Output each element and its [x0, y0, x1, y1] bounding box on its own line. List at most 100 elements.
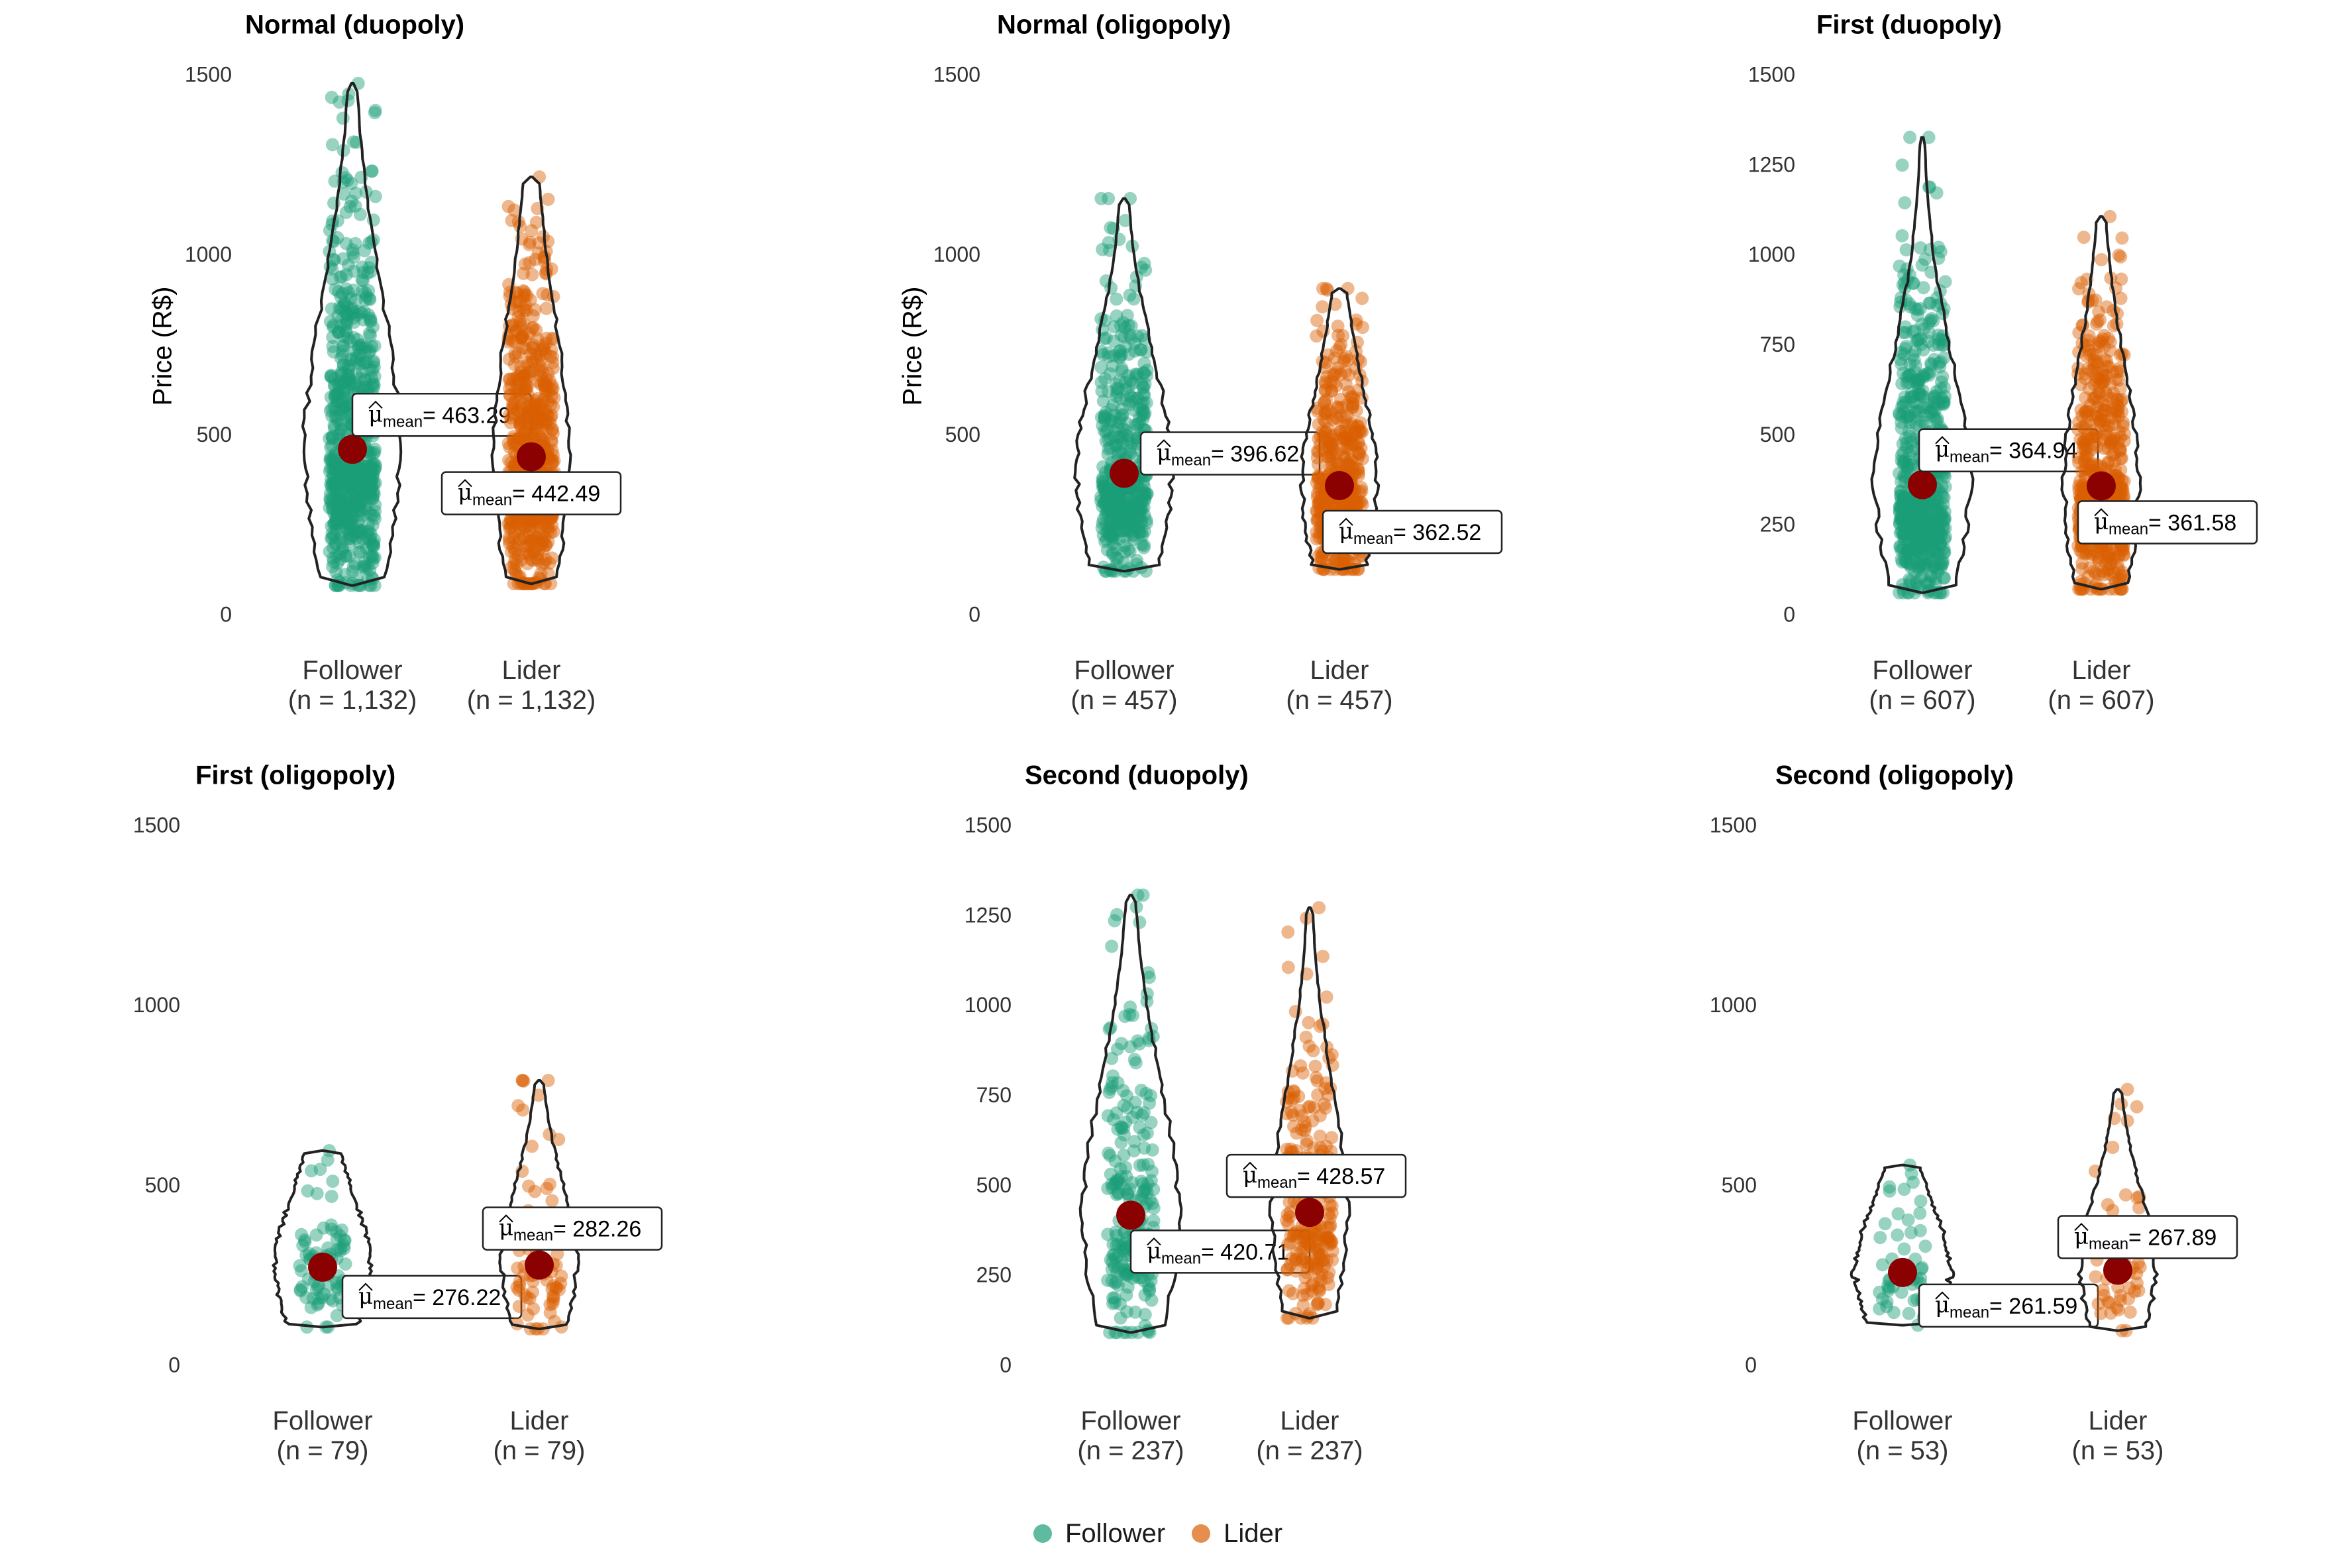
- data-point: [512, 404, 526, 418]
- data-point: [342, 469, 356, 483]
- data-point: [366, 376, 380, 390]
- data-point: [501, 199, 515, 213]
- panel-title: First (oligopoly): [195, 761, 395, 790]
- data-points: [501, 170, 561, 591]
- data-point: [1117, 555, 1131, 569]
- data-point: [1099, 425, 1113, 439]
- data-point: [345, 503, 359, 517]
- data-point: [541, 535, 555, 549]
- data-point: [1116, 421, 1130, 435]
- mean-point: [2087, 471, 2116, 501]
- data-point: [323, 464, 337, 478]
- data-point: [515, 383, 529, 397]
- data-point: [1119, 1161, 1133, 1175]
- data-point: [338, 297, 352, 311]
- data-point: [342, 517, 356, 531]
- data-point: [1131, 513, 1145, 527]
- mean-label-box: [441, 471, 622, 515]
- data-point: [1138, 489, 1151, 503]
- data-point: [521, 404, 535, 418]
- data-point: [1308, 1059, 1322, 1073]
- data-point: [541, 422, 554, 436]
- data-point: [511, 432, 525, 445]
- data-point: [1131, 501, 1145, 515]
- data-point: [1140, 487, 1154, 501]
- data-point: [330, 409, 344, 423]
- data-point: [353, 476, 367, 490]
- data-point: [1123, 397, 1136, 411]
- data-point: [347, 473, 361, 487]
- data-point: [518, 432, 532, 446]
- data-point: [328, 481, 342, 495]
- data-point: [526, 364, 540, 378]
- data-point: [1098, 482, 1111, 496]
- data-point: [514, 331, 528, 344]
- data-point: [352, 461, 366, 475]
- data-point: [336, 111, 350, 125]
- data-point: [333, 552, 347, 566]
- y-tick-label: 750: [976, 1083, 1012, 1107]
- data-point: [539, 514, 553, 528]
- data-point: [299, 1290, 313, 1304]
- data-point: [1103, 431, 1117, 445]
- data-point: [539, 382, 552, 395]
- data-point: [1318, 395, 1331, 409]
- mean-value: = 267.89: [2128, 1225, 2217, 1250]
- data-point: [1094, 360, 1108, 374]
- data-point: [1302, 1016, 1316, 1029]
- data-point: [1283, 1258, 1297, 1272]
- data-point: [358, 373, 372, 387]
- data-point: [326, 460, 340, 474]
- data-point: [547, 361, 560, 375]
- data-point: [543, 374, 556, 388]
- data-point: [1891, 1228, 1904, 1242]
- x-n-label: (n = 607): [1869, 686, 1975, 715]
- hat-icon: [368, 400, 383, 409]
- data-point: [352, 347, 366, 361]
- data-point: [357, 470, 371, 484]
- data-point: [502, 372, 516, 386]
- data-point: [1107, 334, 1121, 348]
- data-point: [1125, 504, 1139, 518]
- data-point: [367, 533, 381, 547]
- data-point: [334, 527, 348, 541]
- data-point: [340, 503, 354, 517]
- data-point: [502, 537, 516, 550]
- y-tick-label: 250: [976, 1263, 1012, 1287]
- data-point: [524, 552, 538, 566]
- data-point: [349, 490, 362, 503]
- data-point: [1112, 344, 1126, 358]
- data-point: [1107, 320, 1121, 334]
- data-point: [1098, 535, 1112, 549]
- data-point: [515, 513, 529, 527]
- data-point: [1094, 376, 1108, 390]
- data-point: [509, 543, 523, 556]
- data-point: [1137, 387, 1151, 401]
- data-point: [531, 392, 545, 405]
- data-point: [1902, 1306, 1916, 1320]
- data-point: [513, 314, 527, 328]
- data-point: [537, 339, 550, 352]
- data-point: [513, 513, 527, 527]
- data-point: [325, 272, 339, 286]
- data-point: [527, 341, 540, 355]
- data-point: [546, 456, 560, 470]
- data-point: [1936, 497, 1950, 511]
- data-point: [363, 313, 377, 327]
- data-point: [518, 425, 532, 439]
- data-point: [1096, 419, 1110, 433]
- data-point: [333, 498, 347, 512]
- data-point: [515, 406, 529, 420]
- data-point: [1282, 1210, 1296, 1224]
- data-point: [1113, 485, 1126, 499]
- data-point: [1320, 393, 1333, 407]
- data-point: [331, 395, 344, 409]
- data-point: [1138, 406, 1152, 420]
- data-point: [1121, 495, 1135, 509]
- y-tick-label: 0: [1783, 602, 1795, 626]
- data-point: [1124, 508, 1137, 522]
- data-point: [333, 547, 346, 560]
- data-point: [549, 1281, 563, 1295]
- data-point: [350, 474, 363, 488]
